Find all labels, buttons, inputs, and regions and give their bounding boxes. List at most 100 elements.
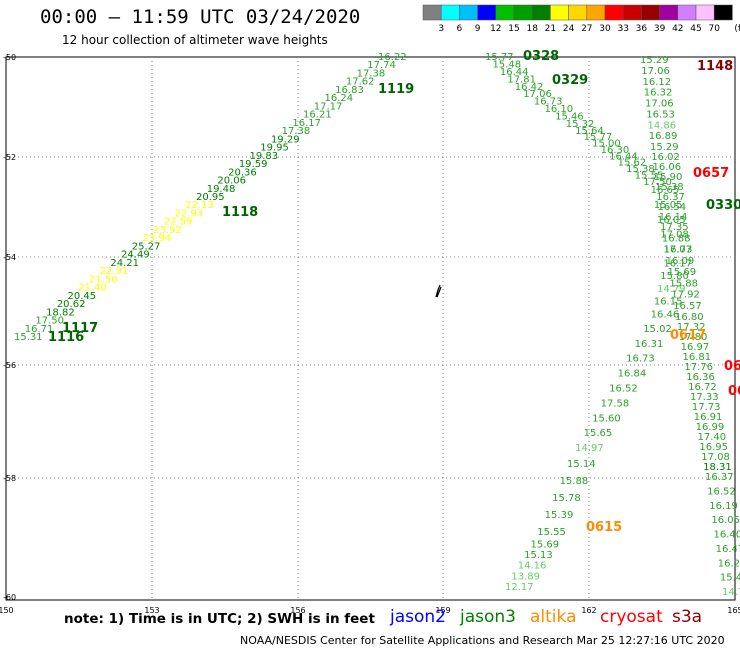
swh-value-label: 16.88 (662, 233, 691, 244)
swh-value-label: 16.17 (663, 258, 692, 269)
island-outline (435, 284, 442, 298)
swh-value-label: 23.94 (142, 233, 171, 244)
swh-value-label: 16.15 (654, 297, 683, 308)
map-frame (5, 56, 736, 601)
swh-value-label: 15.29 (640, 55, 669, 66)
swh-value-label: 16.19 (709, 501, 738, 512)
swh-value-label: 15.77 (584, 132, 613, 143)
colorbar-tick-label: 18 (526, 24, 538, 34)
swh-value-label: 15.39 (545, 510, 574, 521)
swh-value-label: 25.27 (132, 241, 161, 252)
swh-value-label: 15.00 (592, 139, 621, 150)
colorbar-tick-label: 6 (457, 24, 463, 34)
swh-value-label: 19.83 (250, 151, 279, 162)
swh-value-label: 16.57 (673, 301, 702, 312)
swh-value-label: 22.13 (185, 200, 214, 211)
swh-value-label: 16.17 (292, 118, 321, 129)
swh-value-label: 15.77 (485, 52, 514, 63)
swh-value-label: 17.92 (671, 290, 700, 301)
swh-value-label: 16.22 (378, 52, 407, 63)
colorbar-swatch (713, 4, 733, 21)
swh-value-label: 15.65 (584, 428, 613, 439)
swh-value-label: 16.72 (688, 382, 717, 393)
swh-value-label: 15.02 (643, 324, 672, 335)
lat-tick-label: -54 (3, 253, 16, 262)
swh-value-label: 16.05 (711, 515, 740, 526)
colorbar-tick-label: 30 (599, 24, 611, 34)
colorbar-tick-label: 15 (508, 24, 519, 34)
swh-value-label: 16.30 (601, 145, 630, 156)
swh-value-label: 15.88 (560, 476, 589, 487)
swh-value-label: 16.54 (658, 202, 687, 213)
swh-value-label: 15.80 (660, 271, 689, 282)
pass-time-label: 06 (728, 384, 740, 399)
swh-value-label: 17.80 (679, 332, 708, 343)
lat-tick-label: -52 (3, 153, 16, 162)
lat-tick-label: -56 (3, 361, 16, 370)
pass-time-label: 0328 (523, 49, 559, 64)
swh-value-label: 16.73 (534, 97, 563, 108)
swh-value-label: 15.55 (537, 527, 566, 538)
swh-value-label: 15.62 (618, 158, 647, 169)
swh-value-label: 15.55 (635, 171, 664, 182)
swh-value-label: 15.38 (626, 164, 655, 175)
swh-value-label: 15.48 (492, 59, 521, 70)
swh-value-label: 20.62 (57, 299, 86, 310)
swh-value-label: 12.17 (505, 582, 534, 593)
swh-value-label: 16.21 (303, 110, 332, 121)
swh-value-label: 15.64 (575, 126, 604, 137)
swh-value-label: 17.33 (690, 392, 719, 403)
swh-value-label: 16.65 (651, 185, 680, 196)
swh-value-label: 19.48 (207, 184, 236, 195)
lon-tick-label: 150 (0, 606, 14, 615)
swh-value-label: 15.88 (669, 278, 698, 289)
swh-value-label: 24.49 (121, 250, 150, 261)
lat-tick-label: -50 (3, 53, 16, 62)
colorbar-tick-label: 45 (690, 24, 701, 34)
pass-time-label: 0329 (552, 73, 588, 88)
swh-value-label: 21.40 (78, 283, 107, 294)
swh-value-label: 15.78 (552, 493, 581, 504)
swh-value-label: 16.40 (714, 530, 740, 541)
swh-value-label: 16.52 (707, 486, 736, 497)
swh-value-label: 14.97 (575, 443, 604, 454)
swh-value-label: 16.80 (675, 312, 704, 323)
pass-time-label: 0615 (586, 520, 622, 535)
swh-value-label: 16.27 (718, 558, 740, 569)
swh-value-label: 16.73 (664, 245, 693, 256)
credit-line: NOAA/NESDIS Center for Satellite Applica… (240, 634, 725, 647)
swh-value-label: 17.74 (367, 60, 396, 71)
swh-value-label: 14.73 (722, 587, 740, 598)
swh-value-label: 16.47 (716, 544, 740, 555)
swh-value-label: 16.31 (635, 339, 664, 350)
pass-time-label: 1118 (222, 205, 258, 220)
colorbar-tick-label: 21 (545, 24, 556, 34)
swh-value-label: 16.10 (544, 104, 573, 115)
swh-value-label: 17.08 (660, 230, 689, 241)
swh-value-label: 15.90 (654, 172, 683, 183)
colorbar-tick-label: 9 (475, 24, 481, 34)
colorbar-tick-label: 12 (490, 24, 501, 34)
lon-tick-label: 153 (144, 606, 159, 615)
swh-value-label: 16.99 (696, 422, 725, 433)
pass-time-label: 06 (724, 359, 740, 374)
swh-value-label: 17.50 (643, 177, 672, 188)
lon-tick-label: 159 (435, 606, 450, 615)
swh-value-label: 16.05 (657, 215, 686, 226)
swh-value-label: 22.91 (100, 266, 129, 277)
swh-value-label: 21.50 (89, 274, 118, 285)
swh-value-label: 20.45 (68, 291, 97, 302)
swh-value-label: 19.59 (239, 159, 268, 170)
lat-tick-label: -60 (3, 593, 16, 602)
colorbar-unit: (ft) (734, 24, 740, 34)
swh-value-label: 16.89 (649, 131, 678, 142)
swh-value-label: 22.59 (164, 217, 193, 228)
swh-value-label: 17.17 (314, 101, 343, 112)
pass-time-label: 0617 (670, 328, 706, 343)
swh-value-label: 16.44 (500, 67, 529, 78)
swh-value-label: 20.36 (228, 167, 257, 178)
swh-value-label: 16.14 (659, 212, 688, 223)
swh-value-label: 15.69 (531, 539, 560, 550)
swh-value-label: 16.84 (618, 369, 647, 380)
